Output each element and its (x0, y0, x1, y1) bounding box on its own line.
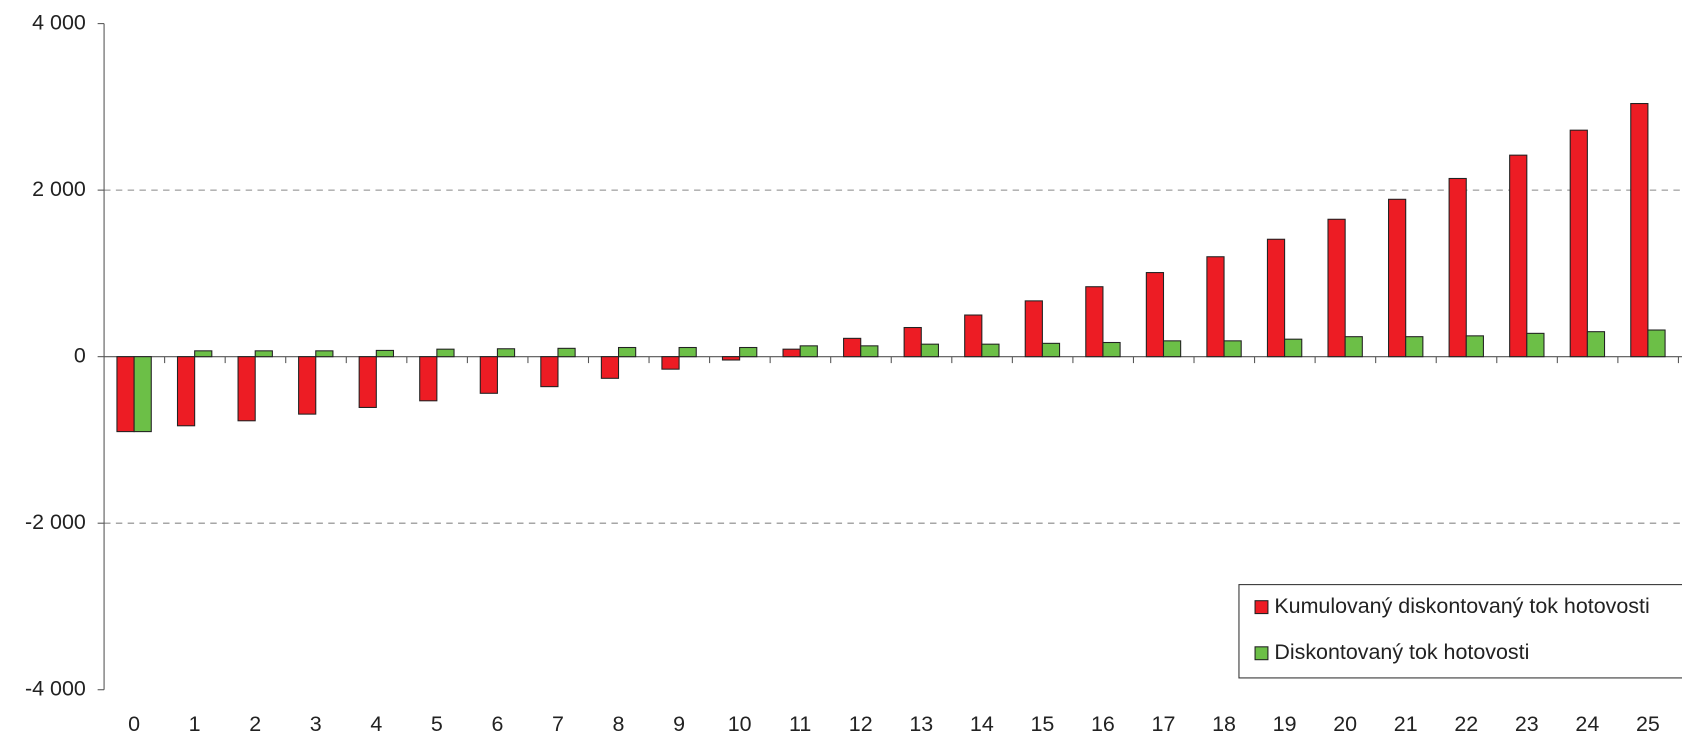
x-tick-label: 10 (728, 712, 752, 736)
x-tick-label: 23 (1515, 712, 1539, 736)
bar (237, 356, 256, 422)
x-tick-label: 7 (552, 712, 564, 736)
x-tick-label: 25 (1636, 712, 1660, 736)
y-tick-label: -2 000 (25, 510, 86, 534)
x-tick-label: 18 (1212, 712, 1236, 736)
x-tick-label: 8 (613, 712, 625, 736)
bar (496, 348, 516, 358)
legend-swatch (1254, 646, 1269, 661)
bar (358, 356, 377, 408)
x-tick-label: 22 (1454, 712, 1478, 736)
bar (1344, 336, 1363, 358)
x-tick-label: 19 (1273, 712, 1297, 736)
bar (1327, 218, 1346, 358)
x-tick-label: 9 (673, 712, 685, 736)
bar (981, 343, 1000, 358)
legend-box (1238, 584, 1682, 679)
bar (557, 347, 576, 358)
bar (600, 356, 620, 379)
bar (739, 346, 758, 358)
bar (920, 343, 939, 358)
bar (1509, 154, 1528, 358)
bar (1388, 198, 1407, 358)
bar (1085, 286, 1104, 358)
x-tick-label: 17 (1152, 712, 1176, 736)
x-tick-label: 20 (1333, 712, 1357, 736)
bar (176, 356, 196, 427)
bar (661, 356, 680, 370)
bar (1284, 338, 1303, 358)
bar (678, 346, 697, 358)
legend-label: Kumulovaný diskontovaný tok hotovosti (1274, 594, 1649, 618)
bar (375, 349, 395, 358)
bar (315, 350, 334, 358)
legend-label: Diskontovaný tok hotovosti (1274, 640, 1529, 664)
y-tick-label: -4 000 (25, 676, 86, 700)
bar (479, 356, 498, 394)
y-tick-label: 2 000 (32, 177, 86, 201)
bar (964, 314, 983, 358)
x-tick-label: 5 (431, 712, 443, 736)
x-tick-label: 6 (491, 712, 503, 736)
bar (1145, 272, 1165, 358)
x-tick-label: 24 (1575, 712, 1599, 736)
bar (1526, 332, 1545, 358)
bar (540, 356, 559, 388)
x-tick-label: 1 (189, 712, 201, 736)
bar (903, 326, 922, 358)
x-tick-label: 11 (789, 712, 811, 736)
bar (1647, 329, 1666, 358)
bar (1223, 340, 1242, 358)
bar (436, 348, 455, 358)
bar (1024, 300, 1043, 358)
bar (298, 356, 317, 415)
x-tick-label: 13 (909, 712, 933, 736)
x-tick-label: 16 (1091, 712, 1115, 736)
x-tick-label: 15 (1030, 712, 1054, 736)
x-tick-label: 12 (849, 712, 873, 736)
bar (1465, 335, 1484, 358)
bar (1630, 102, 1649, 358)
y-tick-label: 0 (74, 343, 86, 367)
bar (194, 350, 213, 358)
bar (1206, 256, 1225, 358)
bar (1405, 336, 1424, 358)
x-tick-label: 4 (370, 712, 382, 736)
bar (860, 345, 879, 358)
x-tick-label: 14 (970, 712, 994, 736)
bar (782, 348, 801, 358)
bar (1569, 129, 1588, 358)
bar (721, 356, 741, 361)
x-tick-label: 3 (310, 712, 322, 736)
bar (799, 345, 818, 358)
x-tick-label: 21 (1394, 712, 1418, 736)
bar (116, 356, 135, 433)
bar (843, 337, 862, 358)
x-tick-label: 2 (249, 712, 261, 736)
bar (1041, 342, 1061, 358)
bar (1448, 177, 1467, 358)
bar (254, 350, 273, 358)
bar (1102, 341, 1121, 358)
legend-swatch (1254, 600, 1269, 615)
x-tick-label: 0 (128, 712, 140, 736)
bar (1162, 340, 1182, 358)
bar (1266, 238, 1286, 358)
y-tick-label: 4 000 (32, 10, 86, 34)
bar (617, 346, 637, 358)
bar (1586, 331, 1606, 358)
bar (133, 356, 152, 433)
bar (419, 356, 438, 402)
